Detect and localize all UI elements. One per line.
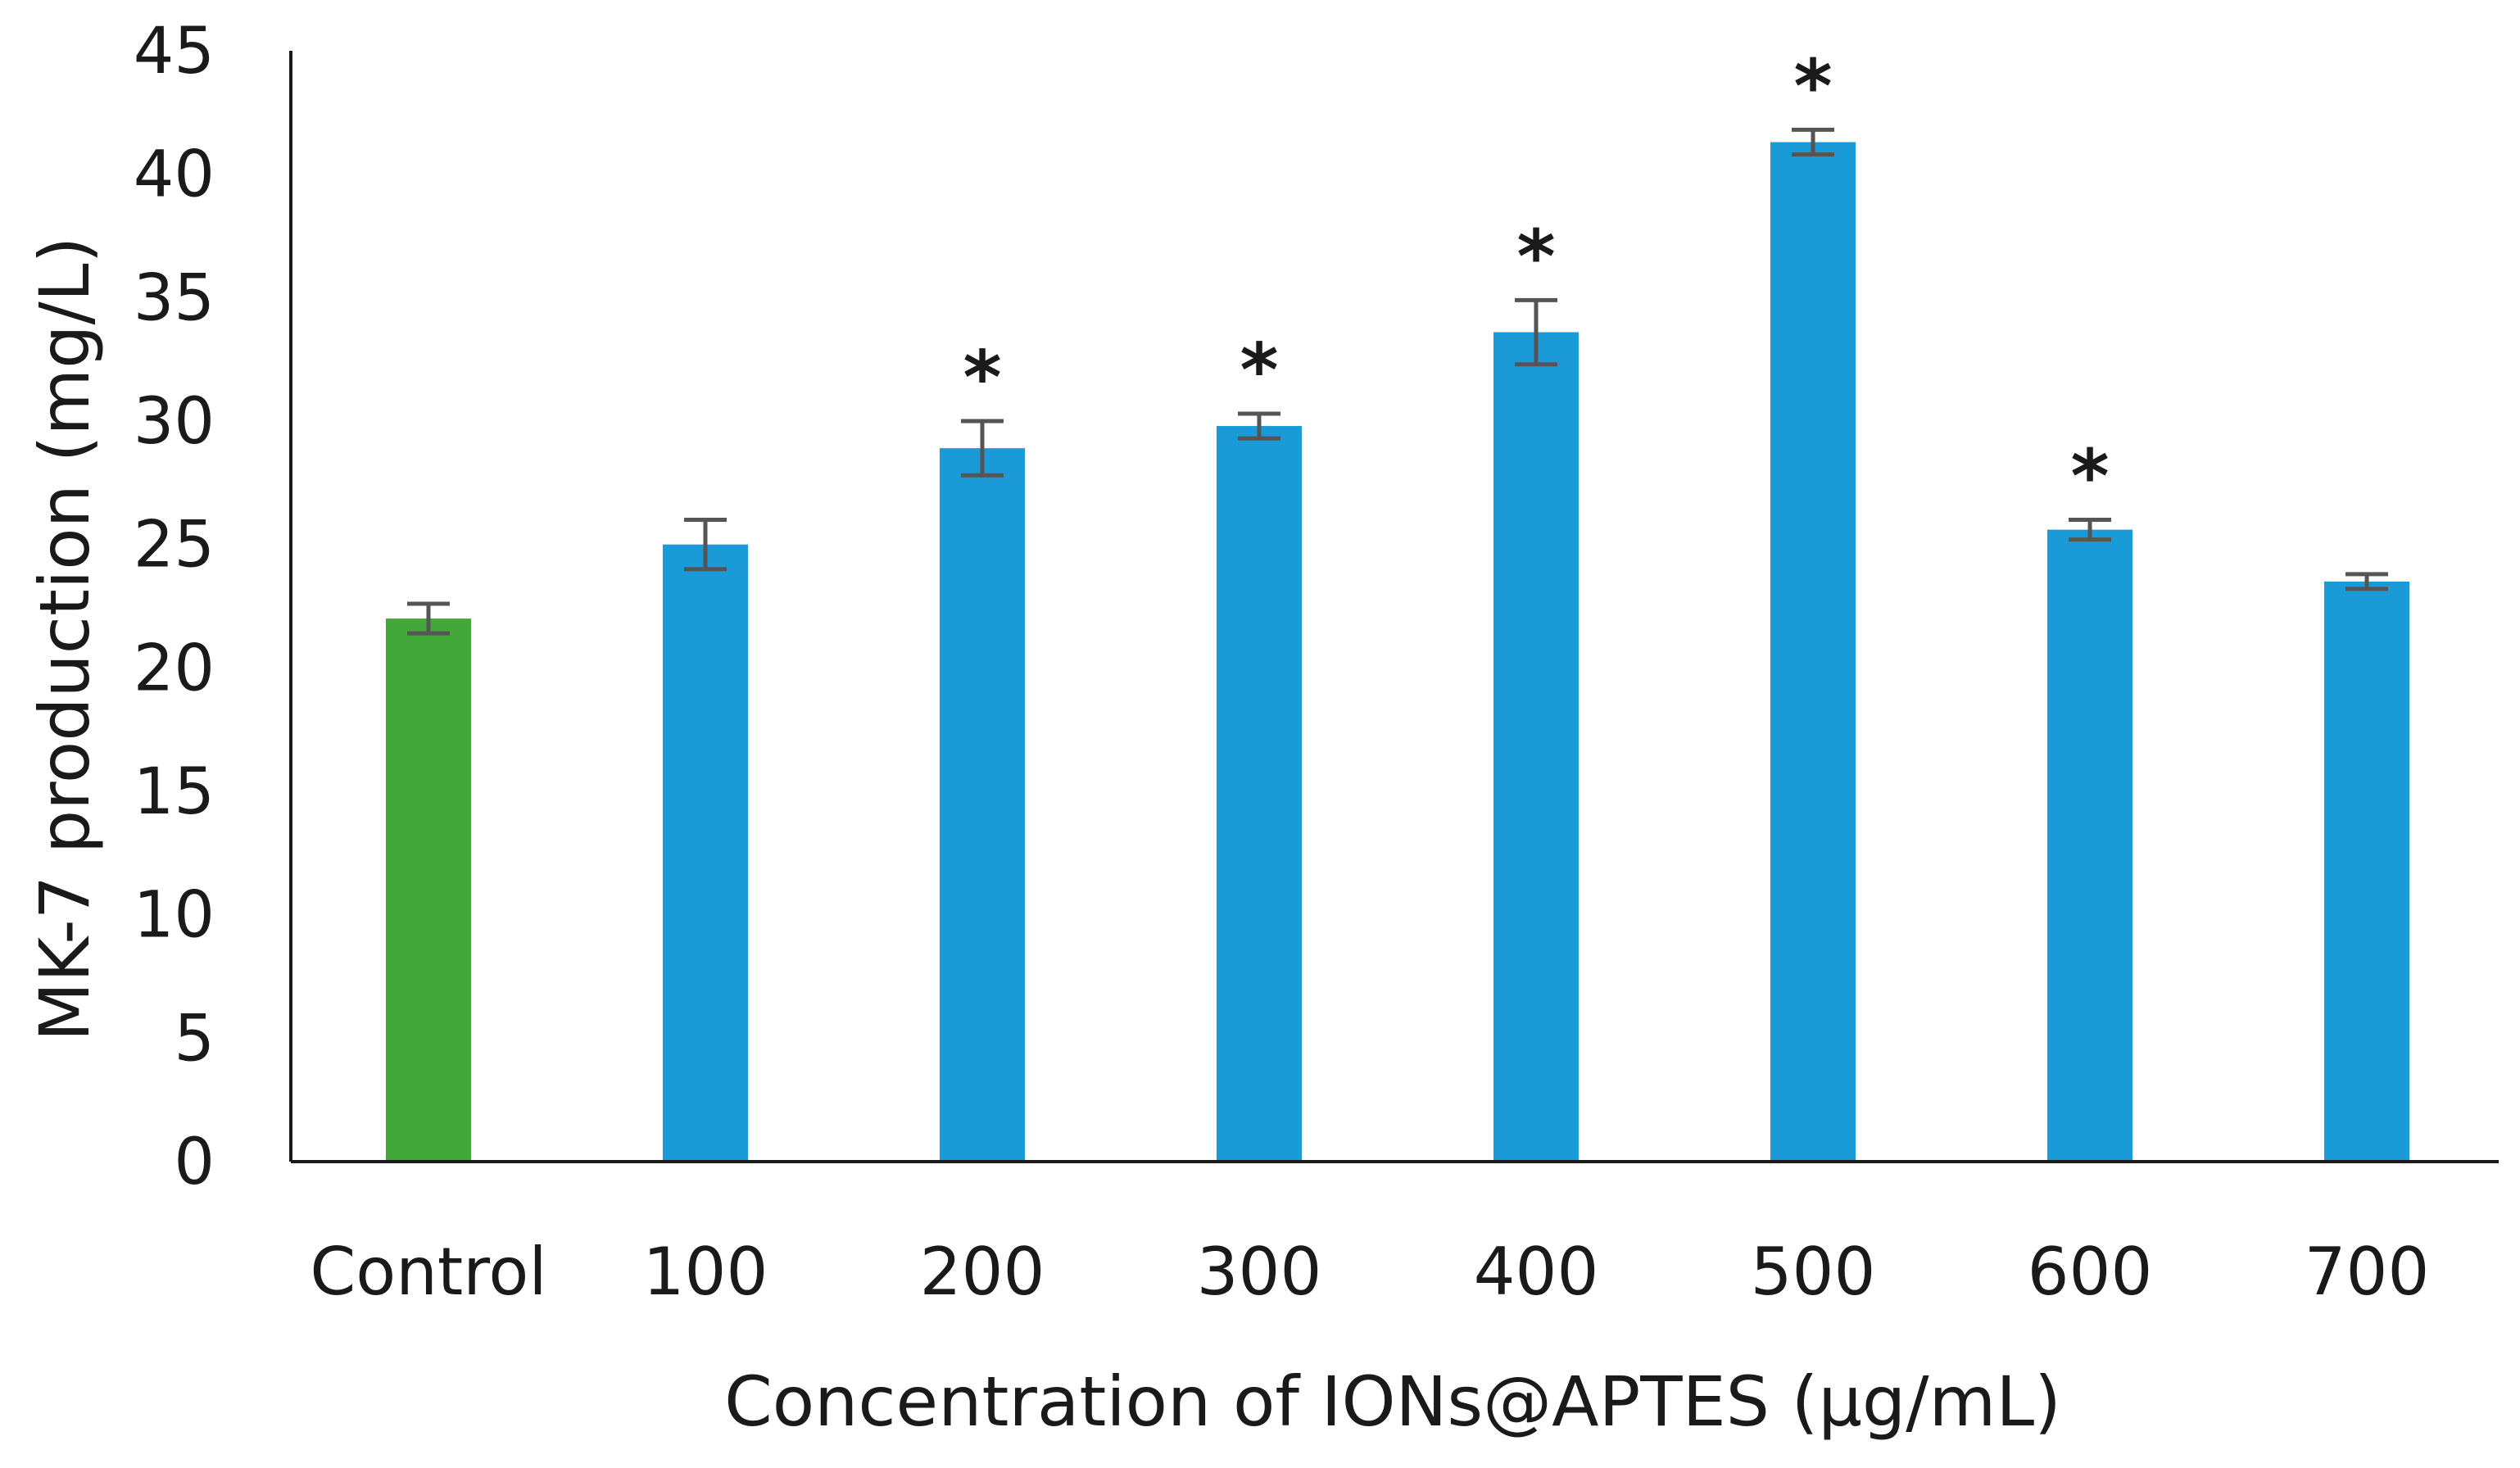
y-tick-label: 25 [134,509,215,582]
bar [2324,581,2409,1162]
error-bar [1792,127,1834,157]
y-tick-label: 10 [134,879,215,953]
y-tick-label: 0 [174,1126,215,1199]
error-bar [1238,411,1280,441]
bar [940,448,1025,1162]
x-tick-label: 500 [1751,1234,1876,1310]
error-bar [684,518,727,572]
error-bar [1515,297,1557,367]
error-bar [961,419,1004,478]
bar [2047,529,2132,1162]
x-axis-labels: Control 100 200 300 400 500 600 700 [310,1234,2429,1310]
x-tick-label: 100 [643,1234,768,1310]
y-axis-title: MK-7 production (mg/L) [25,237,105,1042]
significance-asterisk: * [1793,43,1832,129]
bar [663,544,748,1162]
bar [386,618,471,1162]
error-bar [2346,572,2388,591]
bars [386,142,2409,1162]
significance-asterisk: * [963,335,1001,421]
bar [1770,142,1856,1162]
x-tick-label: 700 [2305,1234,2430,1310]
x-tick-label: Control [310,1234,546,1310]
y-tick-label: 15 [134,755,215,829]
y-tick-label: 45 [134,15,215,88]
significance-asterisk: * [1516,214,1555,300]
y-tick-label: 35 [134,261,215,335]
y-tick-label: 30 [134,385,215,459]
y-axis-ticks: 0 5 10 15 20 25 30 35 40 45 [134,15,215,1199]
y-tick-label: 5 [174,1002,215,1076]
bar [1217,426,1302,1162]
significance-marks: * * * * * [963,43,2109,519]
error-bar [407,601,450,636]
x-tick-label: 600 [2028,1234,2153,1310]
significance-asterisk: * [1240,328,1278,414]
y-tick-label: 20 [134,632,215,705]
x-axis-title: Concentration of IONs@APTES (μg/mL) [724,1362,2061,1442]
x-tick-label: 200 [920,1234,1045,1310]
significance-asterisk: * [2070,434,2109,520]
x-tick-label: 300 [1197,1234,1322,1310]
y-tick-label: 40 [134,138,215,212]
x-tick-label: 400 [1474,1234,1599,1310]
error-bars [407,127,2388,636]
bar [1493,332,1579,1162]
error-bar [2069,518,2111,542]
